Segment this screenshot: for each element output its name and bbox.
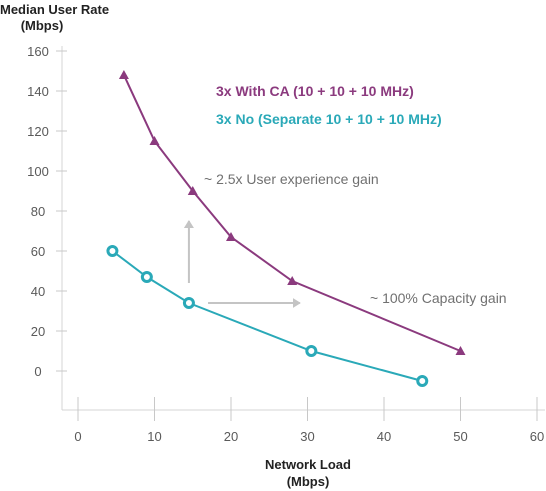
y-tick-label: 20 bbox=[31, 324, 45, 339]
y-tick-label: 120 bbox=[27, 124, 49, 139]
annotation-user-experience: ~ 2.5x User experience gain bbox=[204, 171, 379, 187]
x-tick-label: 60 bbox=[530, 429, 544, 444]
y-tick-group: 0 20 40 60 80 100 120 140 160 bbox=[27, 44, 67, 379]
y-tick-label: 40 bbox=[31, 284, 45, 299]
data-point-circle bbox=[106, 245, 119, 257]
x-tick-label: 30 bbox=[300, 429, 314, 444]
data-point-triangle bbox=[226, 232, 236, 241]
data-point-triangle bbox=[187, 186, 198, 195]
data-point-circle bbox=[305, 345, 318, 357]
y-tick-label: 80 bbox=[31, 204, 45, 219]
y-tick-label: 100 bbox=[27, 164, 49, 179]
data-point-triangle bbox=[149, 136, 160, 145]
annotation-arrows bbox=[183, 220, 301, 308]
x-tick-label: 20 bbox=[224, 429, 238, 444]
x-tick-label: 10 bbox=[147, 429, 161, 444]
x-tick-label: 50 bbox=[453, 429, 467, 444]
x-tick-label: 40 bbox=[377, 429, 391, 444]
y-axis-title-line1: Median User Rate bbox=[0, 2, 109, 17]
annotation-capacity: ~ 100% Capacity gain bbox=[370, 290, 507, 306]
data-point-triangle bbox=[287, 276, 298, 285]
x-axis-title-line1: Network Load bbox=[265, 457, 351, 472]
y-tick-label: 160 bbox=[27, 44, 49, 59]
data-point-circle bbox=[182, 297, 195, 309]
x-tick-label: 0 bbox=[74, 429, 81, 444]
x-axis-title-line2: (Mbps) bbox=[287, 474, 330, 489]
y-axis-title-line2: (Mbps) bbox=[21, 18, 64, 33]
x-tick-group: 0 10 20 30 40 50 60 bbox=[74, 397, 544, 444]
series-line-0 bbox=[122, 74, 461, 352]
legend-series-no: 3x No (Separate 10 + 10 + 10 MHz) bbox=[216, 111, 442, 127]
y-tick-label: 0 bbox=[34, 364, 41, 379]
series-group bbox=[106, 70, 466, 387]
data-point-circle bbox=[140, 271, 153, 283]
data-point-circle bbox=[416, 375, 429, 387]
y-tick-label: 140 bbox=[27, 84, 49, 99]
data-point-triangle bbox=[455, 346, 466, 355]
y-tick-label: 60 bbox=[31, 244, 45, 259]
legend-series-ca: 3x With CA (10 + 10 + 10 MHz) bbox=[216, 83, 414, 99]
data-point-triangle bbox=[118, 70, 129, 79]
